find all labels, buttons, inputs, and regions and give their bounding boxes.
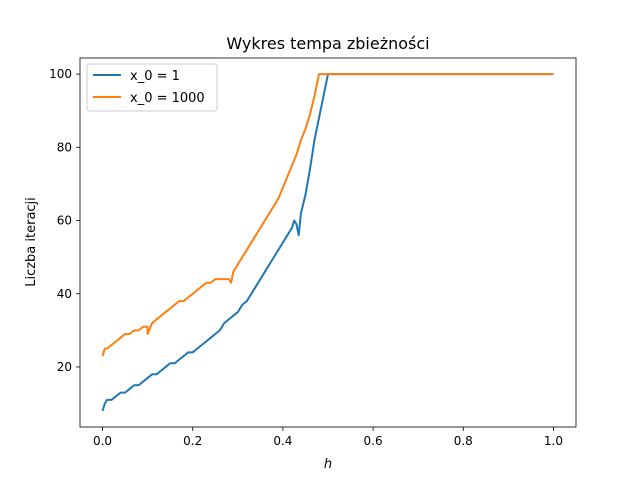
y-tick-label: 20	[57, 360, 72, 374]
x-tick-label: 0.4	[273, 434, 292, 448]
y-tick-label: 100	[49, 67, 72, 81]
legend-label-series-2: x_0 = 1000	[130, 91, 205, 106]
legend: x_0 = 1 x_0 = 1000	[86, 63, 218, 112]
x-tick-label: 0.0	[93, 434, 112, 448]
x-tick-label: 0.8	[454, 434, 473, 448]
y-tick-label: 80	[57, 140, 72, 154]
series-line-1	[101, 73, 554, 412]
x-tick-label: 0.2	[183, 434, 202, 448]
series-layer	[101, 73, 554, 412]
chart-title: Wykres tempa zbieżności	[226, 34, 429, 53]
y-axis: 20 40 60 80 100	[49, 67, 80, 374]
x-tick-label: 0.6	[364, 434, 383, 448]
plot-frame	[79, 57, 577, 428]
series-line-2	[101, 73, 554, 357]
y-tick-label: 40	[57, 287, 72, 301]
y-axis-label: Liczba iteracji	[24, 197, 39, 287]
x-axis: 0.0 0.2 0.4 0.6 0.8 1.0	[93, 427, 563, 448]
x-axis-label: h	[324, 457, 332, 472]
y-tick-label: 60	[57, 214, 72, 228]
legend-label-series-1: x_0 = 1	[130, 69, 180, 84]
x-tick-label: 1.0	[544, 434, 563, 448]
